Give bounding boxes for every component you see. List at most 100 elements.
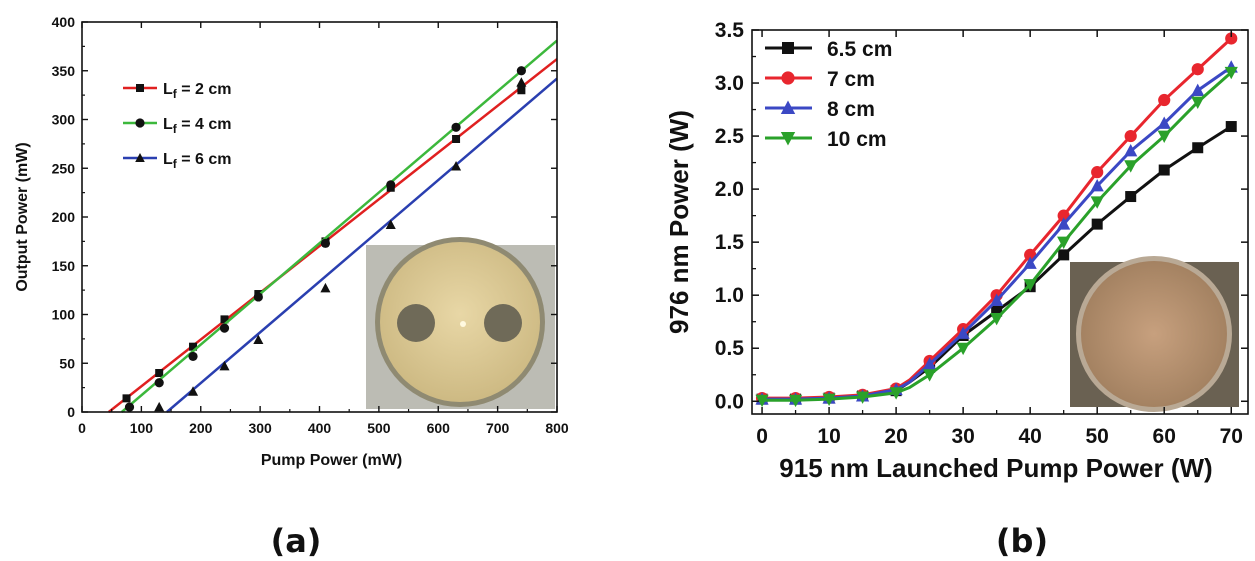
data-point [220,315,229,324]
y-tick-label-b: 0.0 [715,390,744,413]
data-point [124,402,135,412]
data-point [889,387,903,400]
fit-line-a-1 [107,58,558,413]
data-point [855,391,870,404]
data-point [452,135,461,143]
data-point [1091,218,1103,230]
inset-photo-b [1070,256,1239,412]
data-point [1057,236,1071,250]
y-tick-label-a: 0 [67,404,75,420]
legend-label-a-1: Lf = 2 cm [163,81,231,101]
series-a-2 [120,39,558,413]
x-tick-label-b: 20 [884,425,907,448]
x-axis-label-a: Pump Power (mW) [261,452,402,469]
x-tick-label-a: 300 [248,420,272,436]
data-point [1124,160,1138,173]
x-tick-label-a: 0 [78,420,86,436]
data-point [956,326,970,339]
data-point [1023,256,1037,269]
data-point [956,342,970,356]
x-tick-label-a: 800 [545,420,569,436]
data-point [386,180,396,190]
data-point [1225,121,1237,133]
x-tick-label-b: 0 [756,425,768,448]
data-point [219,360,230,371]
y-tick-label-b: 3.0 [715,72,744,95]
data-point [155,369,164,377]
legend-marker-b-1 [782,42,794,54]
data-point [1158,164,1170,176]
y-tick-label-b: 1.0 [715,284,744,307]
legend-label-a-3: Lf = 6 cm [163,151,231,171]
x-tick-label-b: 10 [817,425,840,448]
data-point [1157,116,1171,129]
data-point [320,282,331,293]
data-point [187,386,199,396]
x-tick-label-a: 600 [427,420,451,436]
data-point [1057,217,1071,230]
data-point [1090,196,1104,209]
x-tick-label-a: 500 [367,420,391,436]
data-point [188,351,198,362]
x-tick-label-a: 100 [130,420,154,436]
series-b-4 [755,66,1238,408]
legend-marker-a-1 [136,84,144,92]
chart-b: 6.5 cm 7 cm 8 cm 10 cm 0 10 20 30 40 50 60 70 0.0 0.… [664,19,1249,560]
x-tick-label-b: 70 [1220,425,1243,448]
data-point [1090,179,1104,192]
data-point [923,357,937,370]
x-tick-label-b: 60 [1153,425,1176,448]
data-point [1191,63,1204,76]
y-tick-label-a: 100 [52,307,76,323]
fit-line-a-3 [166,77,558,413]
series-a-3 [154,77,558,413]
data-point [1224,66,1238,80]
y-tick-label-b: 1.5 [715,231,745,254]
x-tick-label-b: 40 [1018,425,1041,448]
y-tick-label-a: 350 [52,63,76,79]
data-point [1125,191,1137,203]
legend-marker-a-3 [135,153,145,162]
panel-label-b: (b) [996,522,1048,560]
y-tick-label-a: 200 [52,209,76,225]
data-point [755,394,769,408]
data-point [1058,249,1070,261]
panel-label-a: (a) [271,522,322,560]
data-point [1023,279,1037,292]
x-tick-label-b: 30 [951,425,974,448]
legend-label-b-4: 10 cm [827,128,887,151]
y-axis-label-b: 976 nm Power (W) [664,110,694,334]
legend-a: Lf = 2 cm Lf = 4 cm Lf = 6 cm [123,81,231,171]
y-tick-label-b: 0.5 [715,337,745,360]
legend-label-b-1: 6.5 cm [827,38,892,61]
legend-label-a-2: Lf = 4 cm [163,116,231,136]
x-tick-label-a: 200 [189,420,213,436]
legend-label-b-2: 7 cm [827,68,875,91]
data-point [517,86,526,95]
data-point [1225,32,1238,45]
legend-marker-b-4 [780,132,796,146]
data-point [1124,129,1137,143]
data-point [1192,142,1204,154]
y-tick-label-b: 2.0 [715,178,744,201]
data-point [1191,96,1205,110]
y-tick-label-b: 2.5 [715,125,745,148]
legend-b: 6.5 cm 7 cm 8 cm 10 cm [765,38,892,151]
data-point [516,66,526,76]
data-point [990,293,1004,306]
series-line-b-4 [762,71,1233,402]
data-point [451,122,461,132]
data-point [923,369,937,382]
legend-marker-b-2 [781,71,795,85]
legend-label-b-3: 8 cm [827,98,875,121]
data-point [991,305,1003,317]
y-tick-label-a: 150 [52,258,76,274]
data-point [154,401,165,412]
data-point [516,77,527,87]
x-axis-label-b: 915 nm Launched Pump Power (W) [779,453,1212,483]
y-tick-label-a: 250 [52,160,76,176]
plot-frame-b [751,29,1249,415]
y-tick-label-a: 300 [52,112,76,128]
data-point [451,161,462,171]
